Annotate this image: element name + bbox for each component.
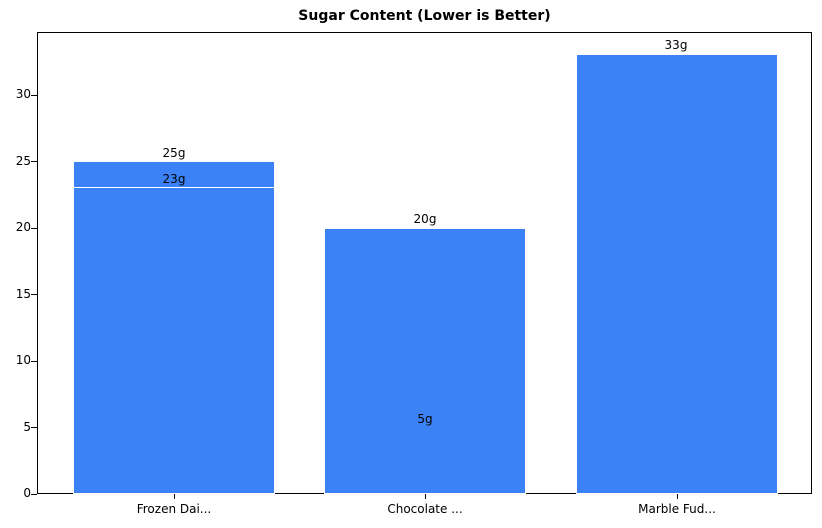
y-tick-label: 0 <box>23 486 31 500</box>
x-tick <box>174 494 175 499</box>
bar-value-label: 33g <box>664 38 688 52</box>
bar-value-label: 25g <box>162 146 186 160</box>
y-tick-label: 30 <box>15 87 31 101</box>
bar-chocolate-total <box>324 228 526 494</box>
y-tick <box>31 161 37 162</box>
y-tick <box>31 95 37 96</box>
x-tick <box>425 494 426 499</box>
y-tick-label: 10 <box>15 353 31 367</box>
y-tick-label: 5 <box>23 420 31 434</box>
bar-marble-fudge-total <box>576 54 778 494</box>
chart-title: Sugar Content (Lower is Better) <box>298 8 551 24</box>
bar-value-label: 20g <box>413 212 437 226</box>
y-tick-label: 15 <box>15 287 31 301</box>
y-tick <box>31 361 37 362</box>
y-tick <box>31 427 37 428</box>
y-tick <box>31 228 37 229</box>
x-tick <box>677 494 678 499</box>
y-tick <box>31 494 37 495</box>
x-tick-label: Chocolate ... <box>387 502 463 516</box>
bar-value-label: 5g <box>417 412 433 426</box>
bar-value-label: 23g <box>162 172 186 186</box>
y-tick-label: 25 <box>15 154 31 168</box>
y-tick <box>31 294 37 295</box>
x-tick-label: Frozen Dai... <box>136 502 212 516</box>
y-tick-label: 20 <box>15 220 31 234</box>
x-tick-label: Marble Fud... <box>638 502 716 516</box>
bar-frozen-dairy-overlay <box>73 187 275 494</box>
